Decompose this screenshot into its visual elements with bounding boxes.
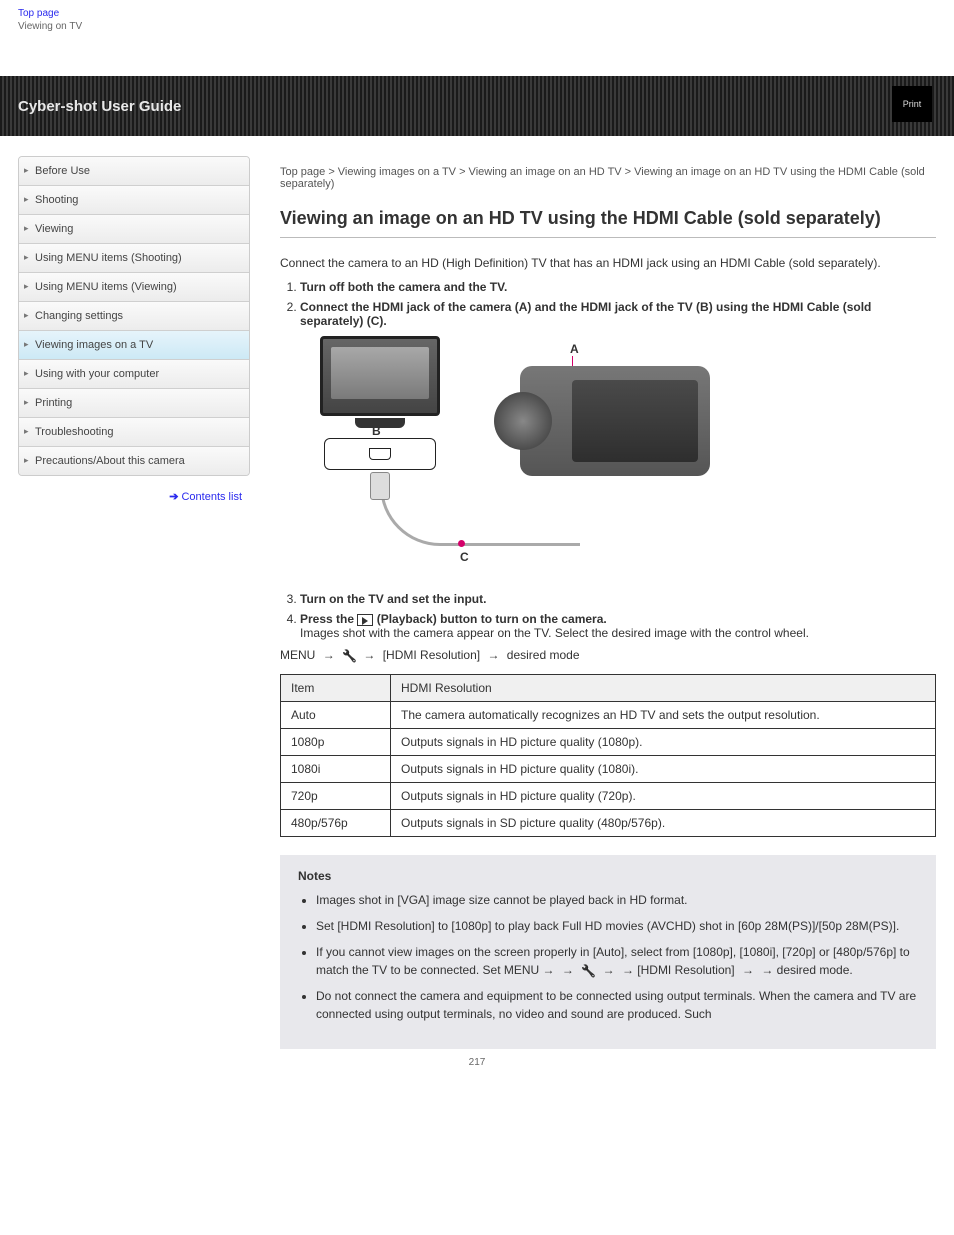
label-c: C [460, 550, 469, 564]
step-1-text: Turn off both the camera and the TV. [300, 280, 507, 294]
note-text: → [HDMI Resolution] [622, 963, 735, 977]
cell: 720p [281, 783, 391, 810]
sidebar: Before Use Shooting Viewing Using MENU i… [18, 156, 250, 1049]
notes-box: Notes Images shot in [VGA] image size ca… [280, 855, 936, 1049]
steps-list: Turn off both the camera and the TV. Con… [300, 280, 936, 640]
note-item: If you cannot view images on the screen … [316, 943, 918, 979]
header-bar: Cyber-shot User Guide Print [0, 76, 954, 136]
step-4-text: Press the (Playback) button to turn on t… [300, 612, 607, 626]
cable-illustration [380, 476, 580, 546]
note-text: → desired mode. [761, 963, 852, 977]
divider [280, 237, 936, 238]
cell: Outputs signals in HD picture quality (1… [391, 756, 936, 783]
manual-category: Viewing on TV [0, 19, 954, 32]
arrow-icon: → [558, 963, 578, 977]
nav-item-printing[interactable]: Printing [19, 389, 249, 418]
table-row: 720pOutputs signals in HD picture qualit… [281, 783, 936, 810]
label-a: A [570, 342, 579, 356]
cell: Auto [281, 702, 391, 729]
contents-list-link[interactable]: Contents list [18, 490, 250, 503]
nav-item-precautions[interactable]: Precautions/About this camera [19, 447, 249, 475]
table-row: AutoThe camera automatically recognizes … [281, 702, 936, 729]
nav-item-troubleshooting[interactable]: Troubleshooting [19, 418, 249, 447]
cell: Outputs signals in HD picture quality (1… [391, 729, 936, 756]
nav-item-menu-shooting[interactable]: Using MENU items (Shooting) [19, 244, 249, 273]
step-3-text: Turn on the TV and set the input. [300, 592, 486, 606]
wrench-icon [581, 964, 595, 978]
menu-item-label: [HDMI Resolution] [383, 648, 480, 662]
col-resolution: HDMI Resolution [391, 675, 936, 702]
nav-item-menu-viewing[interactable]: Using MENU items (Viewing) [19, 273, 249, 302]
table-row: 1080iOutputs signals in HD picture quali… [281, 756, 936, 783]
nav-item-viewing[interactable]: Viewing [19, 215, 249, 244]
page-number: 217 [0, 1049, 954, 1076]
tv-illustration [320, 336, 440, 416]
notes-title: Notes [298, 869, 918, 883]
note-item: Images shot in [VGA] image size cannot b… [316, 891, 918, 909]
arrow-icon: → [319, 648, 339, 662]
menu-path: MENU → → [HDMI Resolution] → desired mod… [280, 646, 936, 664]
step-4-sub: Images shot with the camera appear on th… [300, 626, 936, 640]
nav-item-before-use[interactable]: Before Use [19, 157, 249, 186]
cell: The camera automatically recognizes an H… [391, 702, 936, 729]
wrench-icon [342, 649, 356, 663]
arrow-icon: → [483, 648, 503, 662]
top-link[interactable]: Top page [0, 0, 954, 19]
playback-icon [357, 614, 373, 626]
step-1: Turn off both the camera and the TV. [300, 280, 936, 294]
arrow-icon: → [359, 648, 379, 662]
menu-label: MENU [280, 648, 315, 662]
arrow-icon: → [599, 963, 619, 977]
table-row: 1080pOutputs signals in HD picture quali… [281, 729, 936, 756]
col-item: Item [281, 675, 391, 702]
main-content: Top page > Viewing images on a TV > View… [280, 166, 936, 1049]
table-row: 480p/576pOutputs signals in SD picture q… [281, 810, 936, 837]
step-4: Press the (Playback) button to turn on t… [300, 612, 936, 640]
camera-illustration [520, 366, 710, 476]
nav-list: Before Use Shooting Viewing Using MENU i… [18, 156, 250, 476]
arrow-icon: → [738, 963, 758, 977]
menu-dest-label: desired mode [507, 648, 580, 662]
nav-item-changing-settings[interactable]: Changing settings [19, 302, 249, 331]
intro-text: Connect the camera to an HD (High Defini… [280, 254, 936, 272]
cell: Outputs signals in HD picture quality (7… [391, 783, 936, 810]
cell: 1080i [281, 756, 391, 783]
header-title: Cyber-shot User Guide [18, 98, 181, 115]
step-2: Connect the HDMI jack of the camera (A) … [300, 300, 936, 576]
breadcrumb: Top page > Viewing images on a TV > View… [280, 166, 936, 190]
nav-item-computer[interactable]: Using with your computer [19, 360, 249, 389]
note-item: Do not connect the camera and equipment … [316, 987, 918, 1023]
step-3: Turn on the TV and set the input. [300, 592, 936, 606]
nav-item-shooting[interactable]: Shooting [19, 186, 249, 215]
cell: 1080p [281, 729, 391, 756]
cell: Outputs signals in SD picture quality (4… [391, 810, 936, 837]
step-2-text: Connect the HDMI jack of the camera (A) … [300, 300, 871, 328]
nav-item-viewing-tv[interactable]: Viewing images on a TV [19, 331, 249, 360]
notes-list: Images shot in [VGA] image size cannot b… [316, 891, 918, 1023]
connection-diagram: B A C [300, 336, 720, 576]
note-item: Set [HDMI Resolution] to [1080p] to play… [316, 917, 918, 935]
print-button[interactable]: Print [892, 86, 932, 122]
resolution-table: Item HDMI Resolution AutoThe camera auto… [280, 674, 936, 837]
page-title: Viewing an image on an HD TV using the H… [280, 208, 936, 229]
label-b: B [372, 424, 381, 438]
cell: 480p/576p [281, 810, 391, 837]
hdmi-port-box [324, 438, 436, 470]
